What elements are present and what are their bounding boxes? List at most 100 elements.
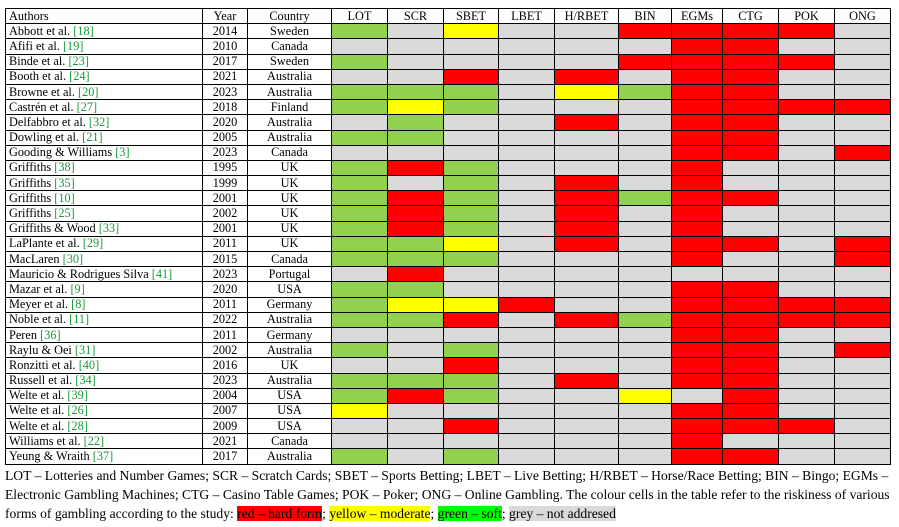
risk-cell-scr [387,433,444,450]
header-country: Country [247,7,332,25]
country-cell: USA [247,281,332,298]
risk-cell-lbet [498,144,555,161]
risk-cell-lbet [498,281,555,298]
risk-cell-ong [834,387,891,404]
risk-cell-pok [778,114,835,131]
risk-cell-bin [618,205,672,222]
risk-cell-pok [778,342,835,359]
risk-cell-egms [671,235,723,253]
risk-cell-pok [778,83,835,101]
risk-cell-pok [778,448,835,465]
year-cell: 2002 [202,205,248,222]
risk-cell-ctg [722,326,779,344]
risk-cell-h-rbet [554,418,619,435]
risk-cell-sbet [443,159,499,177]
legend-green: green – soft [437,506,502,521]
risk-cell-h-rbet [554,190,619,207]
author-cell: Griffiths [38] [5,159,203,177]
risk-cell-lot [331,311,388,328]
risk-cell-bin [618,114,672,131]
risk-cell-lot [331,144,388,161]
risk-cell-pok [778,38,835,55]
table-row: Ronzitti et al. [40] 2016 UK [5,357,891,374]
country-cell: Australia [247,448,332,465]
country-cell: USA [247,402,332,420]
risk-cell-bin [618,144,672,161]
author-name: Mauricio & Rodrigues Silva [9,266,149,281]
risk-cell-scr [387,402,444,420]
table-row: Afifi et al. [19] 2010 Canada [5,38,891,55]
risk-cell-h-rbet [554,296,619,313]
risk-cell-ctg [722,175,779,192]
risk-cell-bin [618,372,672,389]
risk-cell-egms [671,281,723,298]
year-cell: 2023 [202,144,248,161]
country-cell: UK [247,190,332,207]
risk-cell-ctg [722,129,779,146]
risk-cell-sbet [443,220,499,237]
legend-grey: grey – not addresed [509,506,616,521]
author-cell: Noble et al. [11] [5,311,203,328]
risk-cell-bin [618,220,672,237]
year-cell: 2011 [202,235,248,253]
risk-cell-egms [671,205,723,222]
risk-cell-lbet [498,83,555,101]
country-cell: Australia [247,311,332,328]
risk-cell-ong [834,296,891,313]
risk-cell-scr [387,418,444,435]
author-name: Russell et al. [9,373,73,388]
citation-ref: [8] [71,297,86,312]
risk-cell-sbet [443,23,499,40]
citation-ref: [30] [62,251,84,266]
risk-cell-lbet [498,296,555,313]
risk-cell-sbet [443,433,499,450]
risk-cell-ong [834,99,891,116]
risk-cell-egms [671,433,723,450]
author-name: Peren [9,327,37,342]
author-cell: Griffiths [35] [5,175,203,192]
risk-cell-scr [387,144,444,161]
table-row: Raylu & Oei [31] 2002 Australia [5,342,891,359]
risk-cell-h-rbet [554,357,619,374]
citation-ref: [27] [76,99,98,114]
risk-cell-bin [618,235,672,253]
header-scr: SCR [387,7,444,25]
risk-cell-ong [834,175,891,192]
risk-cell-sbet [443,190,499,207]
risk-cell-egms [671,99,723,116]
country-cell: Canada [247,433,332,450]
risk-cell-scr [387,296,444,313]
risk-cell-ong [834,144,891,161]
risk-cell-ctg [722,281,779,298]
risk-cell-pok [778,190,835,207]
risk-cell-lot [331,38,388,55]
risk-cell-h-rbet [554,38,619,55]
risk-cell-scr [387,23,444,40]
year-cell: 2014 [202,23,248,40]
risk-cell-egms [671,357,723,374]
risk-cell-h-rbet [554,235,619,253]
country-cell: UK [247,159,332,177]
header-bin: BIN [618,7,672,25]
table-row: Delfabbro et al. [32] 2020 Australia [5,114,891,131]
risk-cell-lot [331,418,388,435]
risk-cell-pok [778,23,835,40]
risk-cell-egms [671,23,723,40]
risk-cell-scr [387,190,444,207]
author-name: Afifi et al. [9,38,60,53]
author-cell: Browne et al. [20] [5,83,203,101]
risk-cell-ctg [722,372,779,389]
risk-cell-scr [387,387,444,404]
risk-cell-bin [618,402,672,420]
risk-cell-bin [618,68,672,85]
country-cell: Australia [247,114,332,131]
risk-cell-scr [387,83,444,101]
risk-cell-scr [387,99,444,116]
risk-cell-egms [671,144,723,161]
risk-cell-lbet [498,342,555,359]
author-cell: Welte et al. [26] [5,402,203,420]
author-name: Yeung & Wraith [9,449,90,464]
risk-cell-egms [671,129,723,146]
risk-cell-sbet [443,250,499,268]
risk-cell-ctg [722,250,779,268]
